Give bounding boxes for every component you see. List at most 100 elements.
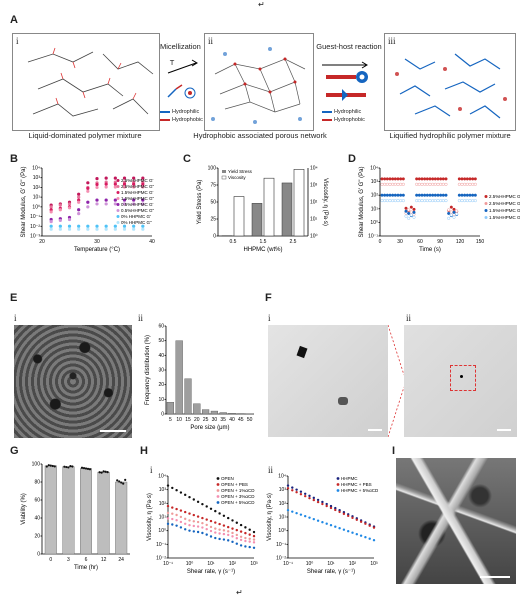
legend-label: 0.5%HHPMC G" xyxy=(121,208,155,213)
data-point xyxy=(334,508,337,512)
data-point xyxy=(391,177,395,181)
legend-marker xyxy=(222,170,226,173)
data-point xyxy=(423,182,427,186)
data-point xyxy=(67,217,72,222)
particle-dot xyxy=(460,375,463,378)
histogram-bar xyxy=(219,412,227,415)
data-point xyxy=(45,465,48,468)
data-point xyxy=(122,227,127,231)
data-point xyxy=(244,536,247,540)
data-point xyxy=(113,185,117,189)
zoom-box xyxy=(450,365,476,391)
data-point xyxy=(166,484,170,487)
data-point xyxy=(214,536,217,540)
y2-axis-title: Viscosity, η (Pa·s) xyxy=(322,178,328,226)
data-point xyxy=(325,504,328,508)
data-point xyxy=(179,515,183,519)
y-tick-label: 10⁴ xyxy=(32,166,40,172)
data-point xyxy=(465,193,469,197)
data-point xyxy=(465,182,469,186)
data-point xyxy=(95,202,99,206)
data-point xyxy=(184,522,187,526)
data-point xyxy=(383,193,387,197)
data-point xyxy=(122,182,127,186)
data-point xyxy=(77,227,81,231)
data-point xyxy=(473,193,477,197)
viability-bar xyxy=(62,466,75,555)
data-point xyxy=(436,177,440,181)
data-point xyxy=(388,199,392,203)
data-point xyxy=(218,522,221,526)
y-tick-label: 0 xyxy=(213,234,216,240)
data-point xyxy=(433,177,437,181)
panel-a-iii-box: iii xyxy=(384,33,516,131)
legend-marker xyxy=(116,185,120,188)
y-axis-title: Shear Modulus, G' G" (Pa) xyxy=(21,167,27,238)
legend-marker xyxy=(116,215,120,218)
data-point xyxy=(214,521,217,524)
data-point xyxy=(49,464,52,467)
data-point xyxy=(449,210,453,214)
panel-d-chart: 10⁻¹ 10⁰ 10¹ 10² 10³ 10⁴ 0 30 60 90 120 150 Time (s)… xyxy=(359,166,520,254)
data-point xyxy=(439,199,443,203)
data-point xyxy=(431,177,435,181)
y-tick-label: 10⁻¹ xyxy=(156,542,166,548)
panel-d-label: D xyxy=(348,153,356,165)
data-point xyxy=(184,493,187,497)
data-point xyxy=(436,193,440,197)
guest-host-label: Guest-host reaction xyxy=(316,42,382,51)
porous-network-sketch xyxy=(211,47,306,124)
data-point xyxy=(299,490,303,493)
data-point xyxy=(141,227,145,231)
legend-label: OPEN + 5%αCD xyxy=(221,500,255,505)
y-tick-label: 10¹ xyxy=(33,195,41,201)
data-point xyxy=(439,193,443,197)
legend-marker xyxy=(336,483,340,486)
data-point xyxy=(124,478,127,481)
data-point xyxy=(291,510,294,513)
data-point xyxy=(205,523,208,527)
data-point xyxy=(286,487,290,490)
x-tick-label: 40 xyxy=(229,417,235,423)
data-point xyxy=(231,535,234,538)
data-point xyxy=(468,182,472,186)
data-point xyxy=(415,193,419,197)
legend-label: 0.5%HHPMC G' xyxy=(121,202,154,207)
data-point xyxy=(368,524,371,527)
bottom-return-mark: ↵ xyxy=(236,588,243,597)
data-point xyxy=(439,182,443,186)
y-tick-label: 10³ xyxy=(371,179,379,185)
data-point xyxy=(304,492,307,495)
data-point xyxy=(47,464,50,467)
data-point xyxy=(188,523,191,527)
data-point xyxy=(312,517,315,521)
legend-2-hydrophilic: Hydrophilic xyxy=(334,109,362,115)
data-point xyxy=(77,195,81,199)
data-point xyxy=(399,193,403,197)
panel-f-ii-roman: ii xyxy=(406,313,412,323)
data-point xyxy=(248,537,251,540)
data-point xyxy=(420,182,424,186)
data-point xyxy=(205,527,208,531)
bar-viscosity xyxy=(233,196,245,237)
data-point xyxy=(347,530,350,533)
legend-marker xyxy=(216,489,220,492)
panel-h-ii-roman: ii xyxy=(268,465,274,475)
histogram-bar xyxy=(184,378,192,415)
data-point xyxy=(380,199,384,203)
data-point xyxy=(372,539,376,542)
data-point xyxy=(351,516,354,520)
data-point xyxy=(380,182,384,186)
data-point xyxy=(316,500,320,504)
data-point xyxy=(342,512,346,516)
x-axis-title: Shear rate, γ (s⁻¹) xyxy=(187,569,235,575)
panel-e-i-roman: i xyxy=(14,313,17,323)
data-point xyxy=(122,224,127,228)
data-point xyxy=(77,200,81,204)
y-tick-label: 10⁰ xyxy=(370,220,378,226)
y-tick-label: 10⁴ xyxy=(370,166,378,172)
data-point xyxy=(372,526,376,529)
data-point xyxy=(321,502,324,506)
legend-marker xyxy=(116,209,120,212)
x-tick-label: 6 xyxy=(85,557,88,563)
